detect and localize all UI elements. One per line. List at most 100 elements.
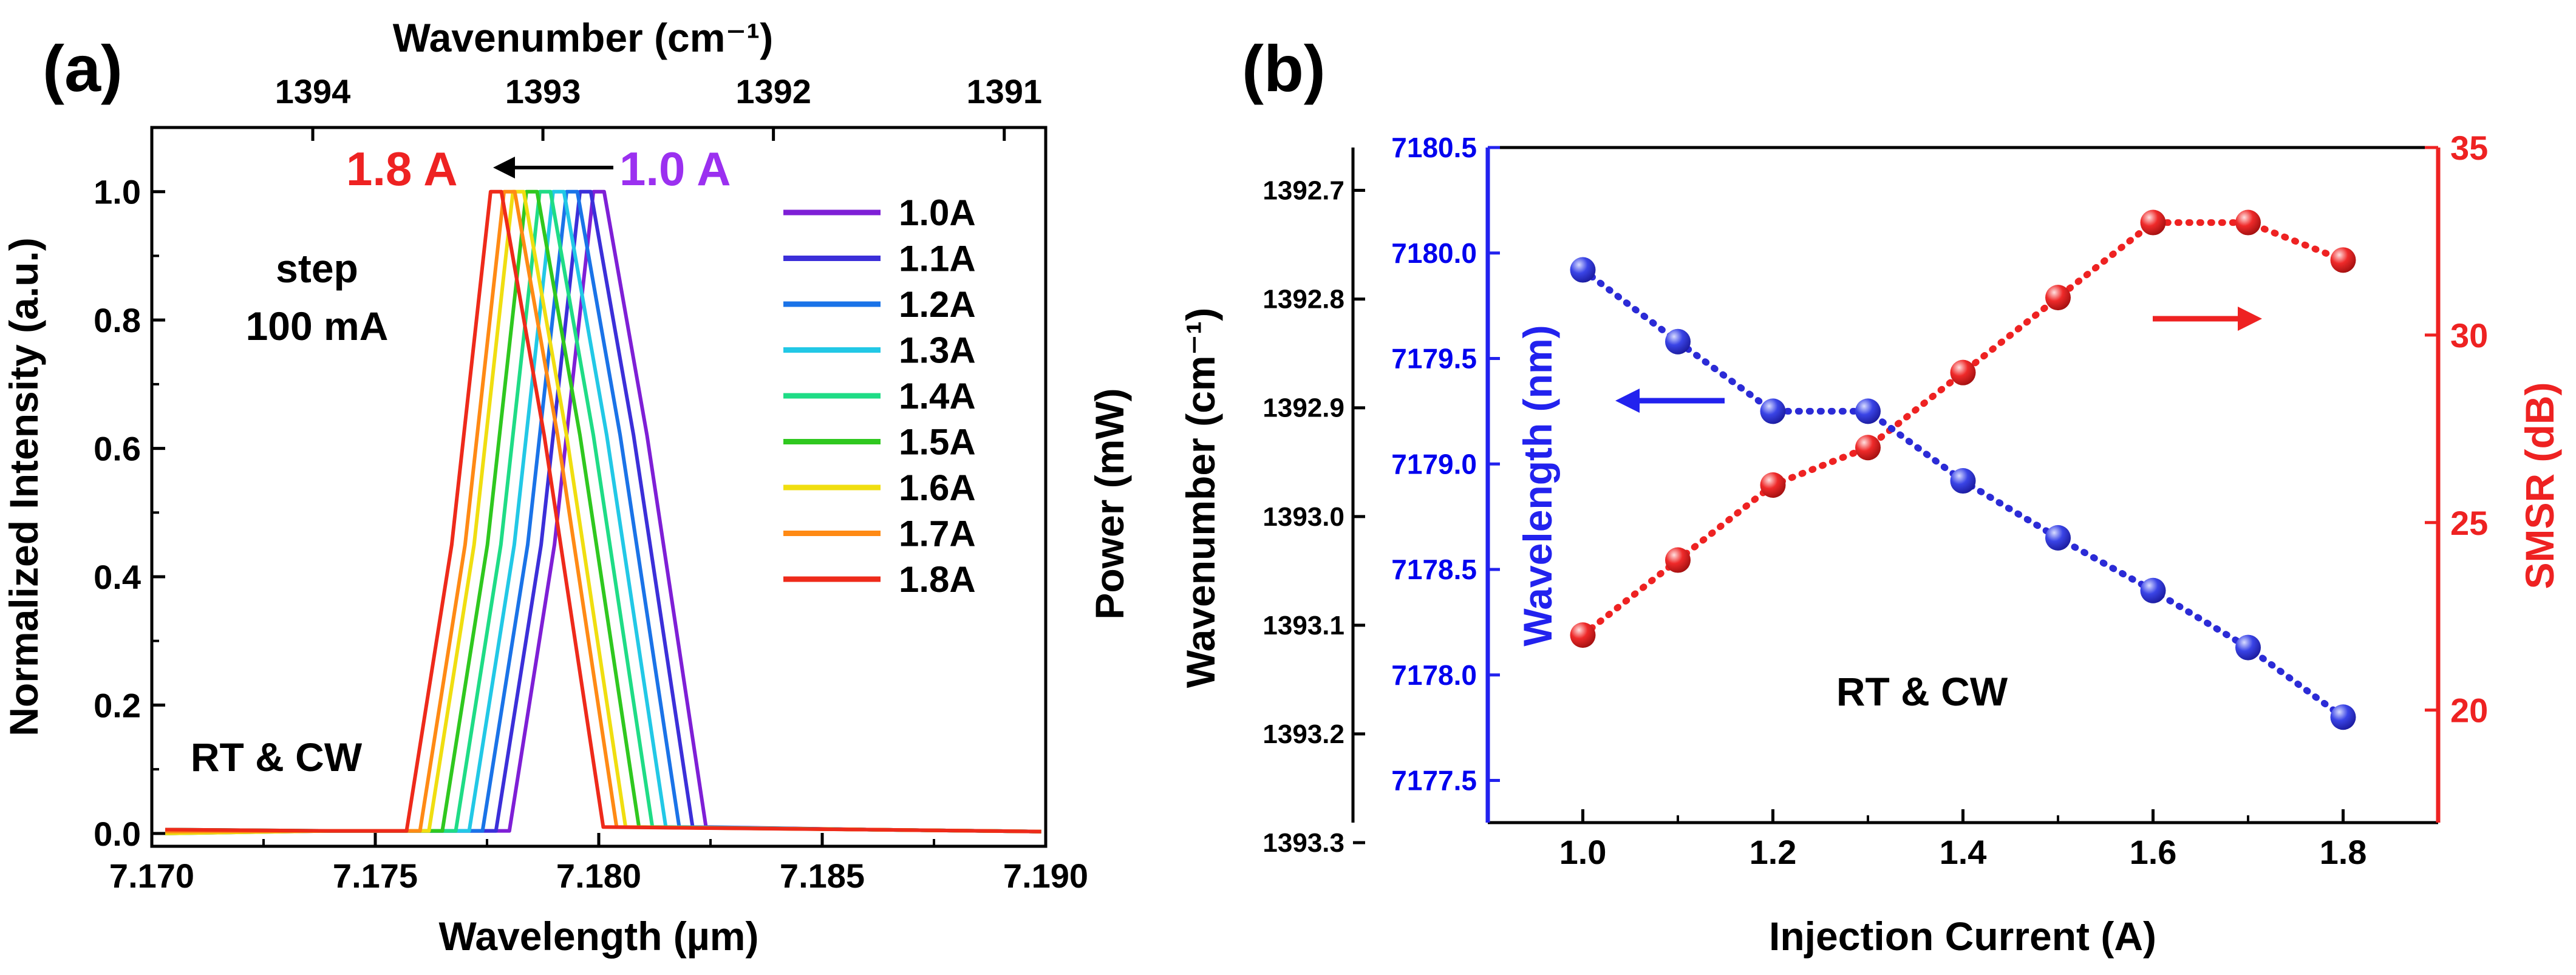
- wavelength-point: [2045, 525, 2071, 551]
- panel-a-top-tick-label: 1392: [735, 72, 811, 110]
- panel-a-condition-label: RT & CW: [191, 735, 363, 780]
- wavenumber-axis-title: Wavenumber (cm⁻¹): [1178, 308, 1223, 688]
- smsr-ticks: 20 25 30 35: [2425, 129, 2488, 730]
- smsr-tick-label: 20: [2450, 691, 2488, 730]
- panel-a-x-axis-title: Wavelength (µm): [439, 914, 759, 959]
- panel-b-x-tick-label: 1.4: [1940, 833, 1987, 871]
- panel-a-x-ticks: 7.170 7.175 7.180 7.185 7.190: [109, 833, 1088, 895]
- smsr-point: [1570, 622, 1596, 648]
- wavenumber-tick-label: 1392.8: [1262, 285, 1344, 314]
- wavelength-point: [1855, 398, 1881, 424]
- wavelength-tick-label: 7178.0: [1391, 659, 1477, 691]
- smsr-point: [2045, 285, 2071, 311]
- panel-a-y-tick-label: 1.0: [94, 173, 141, 211]
- legend-label-1.2A: 1.2A: [899, 284, 976, 325]
- power-axis-title: Power (mW): [1087, 388, 1132, 619]
- smsr-point: [1665, 547, 1691, 573]
- wavenumber-axis: 1392.7 1392.8 1392.9 1393.0 1393.1 1393.2 1393…: [1262, 148, 1365, 858]
- wavenumber-tick-label: 1393.1: [1262, 611, 1344, 640]
- panel-b-x-ticks: 1.0 1.2 1.4 1.6 1.8: [1559, 809, 2367, 871]
- wavelength-tick-label: 7180.5: [1391, 132, 1477, 163]
- smsr-point: [2140, 209, 2166, 236]
- wavenumber-tick-label: 1392.9: [1262, 393, 1344, 423]
- panel-a-top-ticks: 1394 1393 1392 1391: [275, 72, 1042, 141]
- panel-b-points: [1570, 209, 2356, 730]
- panel-a-y-axis-title: Normalized Intensity (a.u.): [1, 237, 46, 736]
- wavelength-point: [1570, 257, 1596, 283]
- panel-b-condition-label: RT & CW: [1836, 669, 2008, 714]
- smsr-tick-label: 30: [2450, 316, 2488, 355]
- wavelength-point: [2330, 704, 2356, 730]
- panel-b-x-tick-label: 1.0: [1559, 833, 1607, 871]
- panel-b-x-axis-title: Injection Current (A): [1769, 914, 2156, 959]
- smsr-point: [1855, 435, 1881, 461]
- legend-label-1.4A: 1.4A: [899, 376, 976, 416]
- smsr-axis-title: SMSR (dB): [2517, 382, 2562, 589]
- wavelength-point: [1760, 398, 1786, 424]
- wavenumber-tick-label: 1393.3: [1262, 828, 1344, 858]
- legend-label-1.0A: 1.0A: [899, 192, 976, 233]
- smsr-tick-label: 25: [2450, 504, 2488, 542]
- legend-label-1.6A: 1.6A: [899, 467, 976, 508]
- wavelength-point: [2235, 634, 2261, 661]
- panel-a-top-tick-label: 1391: [966, 72, 1042, 110]
- panel-a-x-tick-label: 7.175: [333, 857, 418, 895]
- panel-a-top-tick-label: 1394: [275, 72, 351, 110]
- panel-b: (b) 1392.7 1392.8 1392.9 1393.0 1393.1 1393.2…: [1087, 32, 2562, 959]
- panel-a-y-tick-label: 0.0: [94, 815, 141, 853]
- wavenumber-tick-label: 1392.7: [1262, 175, 1344, 205]
- step-label-line2: 100 mA: [246, 304, 389, 348]
- smsr-tick-label: 35: [2450, 129, 2488, 167]
- panel-a: (a) Wavenumber (cm⁻¹) 1394 1393 1392 1391 7…: [1, 15, 1088, 959]
- wavelength-tick-label: 7179.5: [1391, 343, 1477, 375]
- step-label-line1: step: [276, 246, 358, 291]
- panel-a-x-tick-label: 7.185: [780, 857, 865, 895]
- wavelength-axis-title: Wavelength (nm): [1515, 325, 1560, 646]
- legend-label-1.1A: 1.1A: [899, 239, 976, 279]
- smsr-dotted-line: [1579, 219, 2346, 639]
- spectrum-curve-1.8A: [165, 189, 1041, 834]
- panel-a-x-tick-label: 7.190: [1003, 857, 1088, 895]
- panel-a-plot-area: [150, 126, 1048, 848]
- panel-a-y-tick-label: 0.6: [94, 430, 141, 468]
- panel-b-x-tick-label: 1.8: [2320, 833, 2367, 871]
- panel-b-x-tick-label: 1.6: [2130, 833, 2177, 871]
- panel-a-top-axis-title: Wavenumber (cm⁻¹): [393, 15, 773, 60]
- panel-a-x-tick-label: 7.170: [109, 857, 194, 895]
- smsr-direction-arrowhead: [2238, 307, 2262, 331]
- legend-label-1.3A: 1.3A: [899, 330, 976, 371]
- legend-label-1.7A: 1.7A: [899, 514, 976, 554]
- wavelength-ticks: 7180.5 7180.0 7179.5 7179.0 7178.5 7178.0 7177…: [1391, 132, 1500, 797]
- panel-a-top-tick-label: 1393: [505, 72, 581, 110]
- shift-arrow-head: [493, 157, 515, 178]
- panel-a-y-ticks: 0.0 0.2 0.4 0.6 0.8 1.0: [94, 173, 165, 853]
- wavenumber-tick-label: 1393.2: [1262, 719, 1344, 749]
- panel-a-curves: [165, 189, 1041, 835]
- smsr-point: [2330, 247, 2356, 273]
- panel-a-legend: 1.0A 1.1A 1.2A 1.3A 1.4A 1.5A1.6A 1.7A 1.8A: [783, 192, 976, 600]
- smsr-point: [1760, 472, 1786, 498]
- legend-label-1.8A: 1.8A: [899, 559, 976, 600]
- smsr-point: [2235, 209, 2261, 236]
- wavelength-tick-label: 7178.5: [1391, 554, 1477, 585]
- wavenumber-tick-label: 1393.0: [1262, 502, 1344, 532]
- smsr-point: [1950, 359, 1976, 386]
- panel-a-y-tick-label: 0.8: [94, 301, 141, 339]
- legend-label-1.5A: 1.5A: [899, 422, 976, 463]
- wavelength-tick-label: 7180.0: [1391, 237, 1477, 269]
- wavelength-point: [2140, 577, 2166, 603]
- panel-a-y-tick-label: 0.4: [94, 558, 141, 596]
- panel-b-x-tick-label: 1.2: [1750, 833, 1797, 871]
- shift-from-label: 1.0 A: [619, 142, 731, 195]
- wavelength-point: [1665, 328, 1691, 355]
- panel-a-x-tick-label: 7.180: [556, 857, 641, 895]
- shift-to-label: 1.8 A: [346, 142, 458, 195]
- panel-b-label: (b): [1242, 32, 1326, 105]
- panel-a-y-tick-label: 0.2: [94, 686, 141, 724]
- wavelength-point: [1950, 468, 1976, 494]
- wavelength-direction-arrowhead: [1615, 389, 1640, 413]
- wavelength-tick-label: 7177.5: [1391, 765, 1477, 797]
- wavelength-tick-label: 7179.0: [1391, 448, 1477, 480]
- panel-a-label: (a): [43, 32, 123, 105]
